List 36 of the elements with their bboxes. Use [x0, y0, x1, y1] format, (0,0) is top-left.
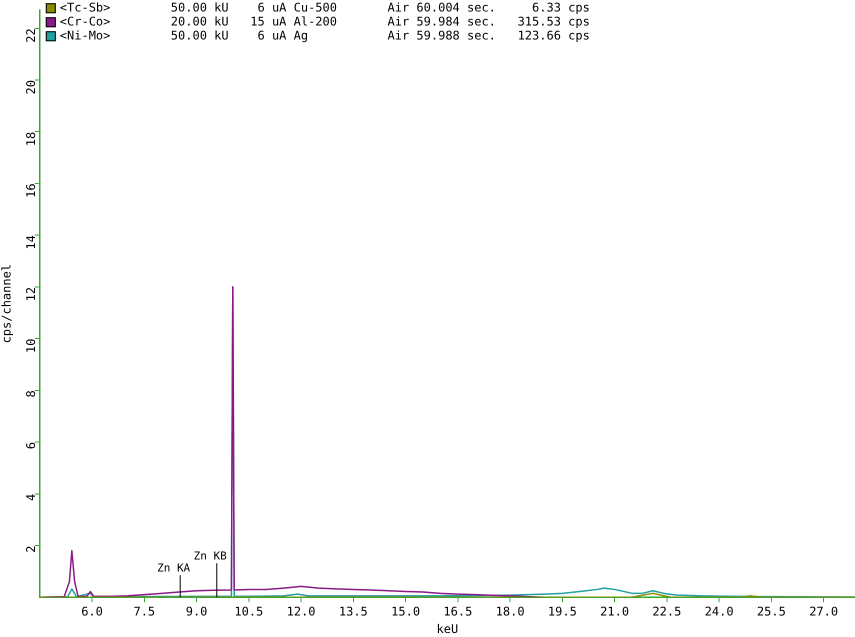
y-tick-label: 12: [24, 286, 38, 302]
x-tick-label: 21.0: [600, 604, 630, 619]
x-tick-label: 19.5: [548, 604, 577, 619]
x-tick-label: 25.5: [756, 604, 786, 619]
y-tick-label: 16: [24, 183, 38, 198]
legend-label: <Tc-Sb>: [60, 0, 110, 14]
y-tick-label: 14: [24, 235, 38, 250]
y-tick-label: 10: [24, 338, 38, 354]
ref-line-label: Zn KB: [194, 550, 228, 563]
y-tick-label: 8: [24, 390, 38, 398]
x-tick-label: 22.5: [652, 604, 682, 619]
y-tick-label: 18: [24, 132, 38, 146]
x-tick-label: 16.5: [443, 604, 472, 619]
x-tick-label: 10.5: [234, 604, 264, 619]
x-axis-title: keU: [436, 622, 458, 636]
x-tick-label: 24.0: [704, 604, 734, 619]
y-tick-label: 4: [24, 494, 38, 501]
x-tick-label: 7.5: [133, 604, 156, 619]
y-tick-label: 2: [24, 545, 38, 553]
x-tick-label: 27.0: [809, 604, 838, 619]
annotation: 20.00 kU 15 uA Al-200 Air 59.984 sec. 315.53 cps: [170, 14, 590, 28]
x-tick-label: 18.0: [496, 604, 525, 619]
y-tick-label: 20: [24, 80, 38, 94]
y-tick-label: 22: [24, 28, 38, 43]
x-tick-label: 6.0: [81, 604, 103, 619]
x-tick-label: 9.0: [186, 604, 208, 619]
ref-line-label: Zn KA: [157, 562, 191, 575]
x-tick-label: 12.0: [286, 604, 316, 619]
x-tick-label: 13.5: [338, 604, 368, 619]
annotation: 50.00 kU 6 uA Cu-500 Air 60.004 sec. 6.33 cps: [170, 0, 590, 14]
y-tick-label: 6: [24, 442, 38, 450]
legend-label: <Cr-Co>: [60, 14, 110, 28]
y-axis-title: cps/channel: [0, 264, 14, 344]
annotation: 50.00 kU 6 uA Ag Air 59.988 sec. 123.66 cps: [170, 28, 590, 42]
x-tick-label: 15.0: [391, 604, 420, 619]
legend-label: <Ni-Mo>: [60, 28, 110, 42]
